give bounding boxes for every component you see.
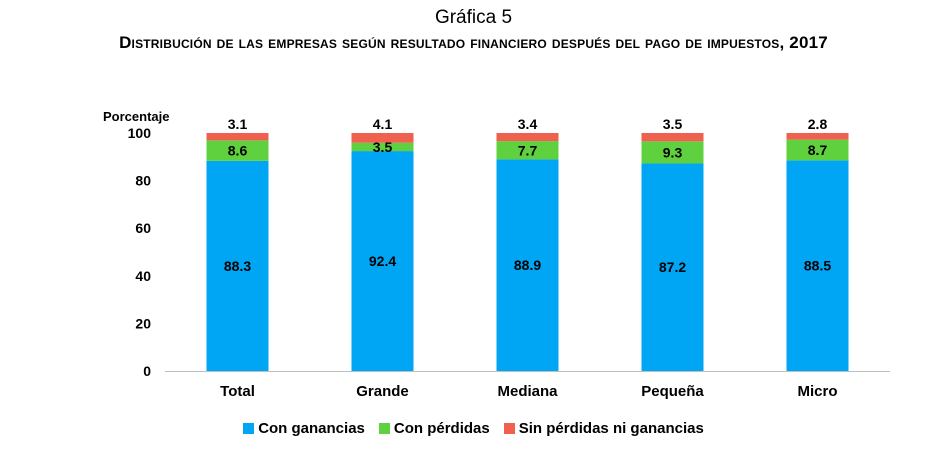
x-tick-label: Total	[220, 383, 255, 400]
legend-swatch	[503, 423, 515, 434]
y-axis-label: Porcentaje	[103, 109, 169, 124]
legend-label: Sin pérdidas ni ganancias	[518, 420, 704, 437]
chart-labels: 88.3 8.6 3.1 92.4 3.5 4.1 88.9 7.7 3.4 87.2 9.3 3.5…	[224, 116, 831, 275]
data-label: 88.3	[224, 258, 251, 274]
bar-con-ganancias	[206, 160, 269, 371]
bar-sin-perdidas	[641, 133, 704, 142]
y-tick-label: 40	[135, 268, 151, 284]
data-label: 3.4	[518, 116, 538, 132]
chart-axes: Porcentaje 0 20 40 60 80 100 Total Grande Mediana…	[103, 109, 890, 400]
legend-item: Sin pérdidas ni ganancias	[503, 420, 704, 437]
data-label: 3.5	[663, 116, 683, 132]
y-tick-label: 60	[135, 220, 151, 236]
bar-con-perdidas	[641, 141, 704, 164]
bar-con-ganancias	[496, 159, 559, 371]
title-block: Gráfica 5 Distribución de las empresas s…	[0, 6, 947, 54]
chart-title: Distribución de las empresas según resul…	[119, 33, 828, 52]
bar-con-perdidas	[496, 141, 559, 160]
bar-sin-perdidas	[496, 133, 559, 142]
legend-label: Con ganancias	[258, 420, 365, 437]
x-tick-label: Micro	[797, 383, 837, 400]
legend-swatch	[243, 423, 255, 434]
bar-con-perdidas	[351, 142, 414, 152]
y-tick-label: 80	[135, 173, 151, 189]
bar-con-ganancias	[641, 163, 704, 371]
bar-con-perdidas	[206, 140, 269, 161]
bar-con-ganancias	[351, 151, 414, 371]
bar-sin-perdidas	[351, 133, 414, 143]
data-label: 92.4	[369, 253, 396, 269]
stacked-bar-chart: Porcentaje 0 20 40 60 80 100 Total Grande Mediana…	[103, 109, 890, 400]
x-tick-label: Grande	[356, 383, 409, 400]
data-label: 88.5	[804, 258, 831, 274]
y-tick-label: 20	[135, 315, 151, 331]
y-tick-label: 100	[128, 125, 152, 141]
bar-sin-perdidas	[786, 133, 849, 140]
y-tick-label: 0	[143, 363, 151, 379]
legend-label: Con pérdidas	[393, 420, 490, 437]
chart-bars	[206, 133, 849, 371]
data-label: 2.8	[808, 116, 828, 132]
data-label: 3.1	[228, 116, 248, 132]
data-label: 9.3	[663, 144, 683, 160]
chart-number-label: Gráfica 5	[434, 7, 513, 28]
legend-item: Con pérdidas	[378, 420, 490, 437]
data-label: 8.7	[808, 142, 828, 158]
bar-con-ganancias	[786, 160, 849, 371]
data-label: 87.2	[659, 259, 686, 275]
data-label: 4.1	[373, 116, 393, 132]
x-tick-label: Pequeña	[641, 383, 704, 400]
legend-swatch	[378, 423, 390, 434]
data-label: 3.5	[373, 139, 393, 155]
bar-con-perdidas	[786, 139, 849, 161]
data-label: 88.9	[514, 257, 541, 273]
legend-item: Con ganancias	[243, 420, 365, 437]
data-label: 8.6	[228, 143, 248, 159]
x-tick-label: Mediana	[497, 383, 558, 400]
chart-legend: Con ganancias Con pérdidas Sin pérdidas ni…	[0, 420, 947, 437]
data-label: 7.7	[518, 142, 538, 158]
bar-sin-perdidas	[206, 133, 269, 141]
